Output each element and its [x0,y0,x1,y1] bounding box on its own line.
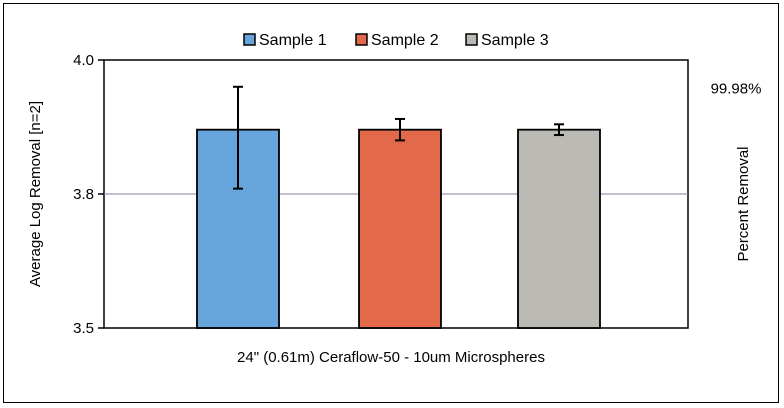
bar-chart: Sample 1 Sample 2 Sample 3 3.5 3.8 4.0 99.98… [27,32,762,366]
y-tick-label: 4.0 [73,52,94,69]
bar-sample-3 [517,128,601,329]
legend-swatch [355,33,368,46]
x-axis-category-label: 24" (0.61m) Ceraflow-50 - 10um Microsphe… [237,349,545,366]
chart-frame: Sample 1 Sample 2 Sample 3 3.5 3.8 4.0 99.98… [3,3,779,403]
error-bar [554,123,564,137]
legend-swatch [465,33,478,46]
legend-swatch [243,33,256,46]
legend: Sample 1 Sample 2 Sample 3 [243,32,549,49]
error-bar [233,85,243,190]
y2-tick-label: 99.98% [711,81,762,98]
y-tick-label: 3.8 [73,186,94,203]
legend-label: Sample 3 [481,32,549,49]
legend-label: Sample 1 [259,32,327,49]
y2-axis-ticks: 99.98% [711,81,762,98]
y-axis-title: Average Log Removal [n=2] [27,101,44,287]
bars [196,128,601,329]
y2-axis-title: Percent Removal [735,146,752,261]
error-bar [395,117,405,142]
bar-sample-2 [358,128,442,329]
error-bars [233,85,564,190]
y-tick-label: 3.5 [73,320,94,337]
legend-label: Sample 2 [371,32,439,49]
y-axis-ticks: 3.5 3.8 4.0 [73,52,104,337]
